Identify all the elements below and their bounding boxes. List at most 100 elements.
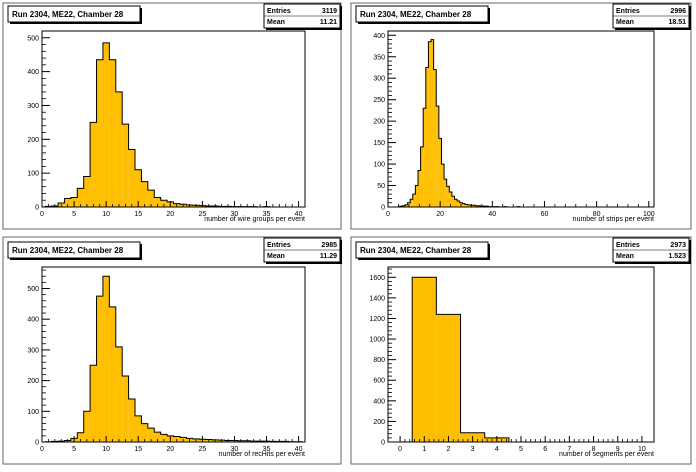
x-tick-label: 10 bbox=[638, 446, 646, 453]
x-axis-title: number of recHits per event bbox=[219, 451, 305, 458]
stats-mean-value: 1.523 bbox=[668, 253, 686, 260]
stats-mean-value: 11.21 bbox=[320, 19, 337, 26]
histogram-bar bbox=[122, 375, 129, 442]
y-tick-label: 400 bbox=[373, 33, 385, 40]
stats-entries-value: 2973 bbox=[670, 242, 686, 249]
title-box bbox=[355, 241, 489, 259]
histogram-bar bbox=[444, 179, 447, 207]
histogram-title: Run 2304, ME22, Chamber 28 bbox=[12, 10, 124, 19]
y-tick-label: 0 bbox=[381, 205, 385, 212]
x-tick-label: 3 bbox=[471, 446, 475, 453]
x-tick-label: 7 bbox=[567, 446, 571, 453]
x-tick-label: 60 bbox=[541, 211, 549, 218]
x-tick-label: 0 bbox=[386, 211, 390, 218]
stats-entries-label: Entries bbox=[616, 242, 640, 249]
y-tick-label: 250 bbox=[373, 97, 385, 104]
x-tick-label: 20 bbox=[436, 211, 444, 218]
y-tick-label: 200 bbox=[373, 419, 385, 426]
y-tick-label: 150 bbox=[373, 140, 385, 147]
x-tick-label: 20 bbox=[166, 446, 174, 453]
histogram-outline bbox=[44, 275, 303, 443]
histogram-bar bbox=[431, 39, 434, 208]
y-tick-label: 400 bbox=[373, 398, 385, 405]
histogram-bar bbox=[90, 365, 97, 442]
x-tick-label: 6 bbox=[543, 446, 547, 453]
stats-mean-value: 11.29 bbox=[320, 253, 337, 260]
stats-mean-value: 18.51 bbox=[668, 19, 686, 26]
x-tick-label: 30 bbox=[231, 211, 239, 218]
histogram-bar bbox=[141, 423, 148, 442]
histogram-bar bbox=[147, 190, 155, 207]
histogram-bar bbox=[141, 181, 148, 207]
x-tick-label: 0 bbox=[40, 446, 44, 453]
x-tick-label: 4 bbox=[495, 446, 499, 453]
y-tick-label: 300 bbox=[27, 347, 39, 354]
histogram-bar bbox=[472, 205, 476, 207]
histogram-panel-strips: 0 20 40 60 80 100 0 50 100 150 200 250 300 350 400 numb… bbox=[350, 2, 692, 230]
histogram-bar bbox=[96, 296, 103, 442]
y-tick-label: 400 bbox=[27, 317, 39, 324]
y-tick-label: 300 bbox=[373, 76, 385, 83]
histogram-bar bbox=[404, 204, 408, 207]
histogram-bar bbox=[128, 399, 136, 442]
x-tick-label: 2 bbox=[447, 446, 451, 453]
x-tick-label: 35 bbox=[263, 446, 271, 453]
histogram-title: Run 2304, ME22, Chamber 28 bbox=[12, 246, 124, 255]
y-tick-label: 1200 bbox=[369, 316, 385, 323]
histogram-bar bbox=[464, 204, 468, 207]
x-tick-label: 15 bbox=[134, 446, 142, 453]
histogram-bar bbox=[462, 203, 465, 207]
y-tick-label: 0 bbox=[381, 440, 385, 447]
stats-entries-value: 2985 bbox=[321, 242, 337, 249]
stats-entries-label: Entries bbox=[267, 242, 291, 249]
x-tick-label: 15 bbox=[134, 211, 142, 218]
histogram-bar bbox=[77, 432, 84, 442]
histogram-bar bbox=[415, 185, 418, 207]
histogram-bar bbox=[412, 194, 416, 207]
x-axis-title: number of segments per event bbox=[559, 451, 654, 458]
y-tick-label: 800 bbox=[373, 357, 385, 364]
y-tick-label: 500 bbox=[27, 35, 39, 42]
stats-entries-label: Entries bbox=[616, 8, 640, 15]
y-tick-label: 100 bbox=[27, 409, 39, 416]
x-axis-title: number of strips per event bbox=[573, 216, 654, 223]
histogram-bar bbox=[102, 42, 110, 207]
x-tick-label: 40 bbox=[295, 446, 303, 453]
y-tick-label: 100 bbox=[373, 162, 385, 169]
histogram-bar bbox=[83, 176, 91, 207]
x-tick-label: 30 bbox=[231, 446, 239, 453]
histogram-bar bbox=[128, 149, 136, 207]
title-box bbox=[7, 5, 141, 23]
histogram-bar bbox=[417, 170, 421, 207]
x-tick-label: 80 bbox=[593, 211, 601, 218]
x-tick-label: 20 bbox=[166, 211, 174, 218]
histogram-bar bbox=[160, 200, 168, 207]
histogram-bar bbox=[115, 91, 123, 207]
x-tick-label: 10 bbox=[102, 446, 110, 453]
stats-entries-value: 2996 bbox=[670, 8, 686, 15]
x-tick-label: 5 bbox=[72, 446, 76, 453]
pad-frame bbox=[2, 2, 342, 230]
histogram-bar bbox=[454, 199, 458, 207]
pad-frame bbox=[2, 236, 342, 465]
stats-mean-label: Mean bbox=[616, 19, 634, 26]
histogram-bar bbox=[425, 67, 429, 207]
histogram-bar bbox=[477, 205, 481, 207]
histogram-bar bbox=[154, 432, 161, 442]
x-tick-label: 40 bbox=[295, 211, 303, 218]
x-tick-label: 25 bbox=[198, 446, 206, 453]
y-tick-label: 200 bbox=[27, 137, 39, 144]
stats-mean-label: Mean bbox=[267, 19, 285, 26]
histogram-bar bbox=[412, 277, 437, 442]
histogram-bar bbox=[457, 200, 460, 207]
histogram-bar bbox=[475, 205, 478, 207]
histogram-bar bbox=[115, 346, 123, 442]
x-tick-label: 1 bbox=[422, 446, 426, 453]
histogram-bar bbox=[64, 198, 71, 207]
x-tick-label: 10 bbox=[102, 211, 110, 218]
x-tick-label: 0 bbox=[398, 446, 402, 453]
y-tick-label: 350 bbox=[373, 54, 385, 61]
histogram-bar bbox=[410, 199, 413, 207]
